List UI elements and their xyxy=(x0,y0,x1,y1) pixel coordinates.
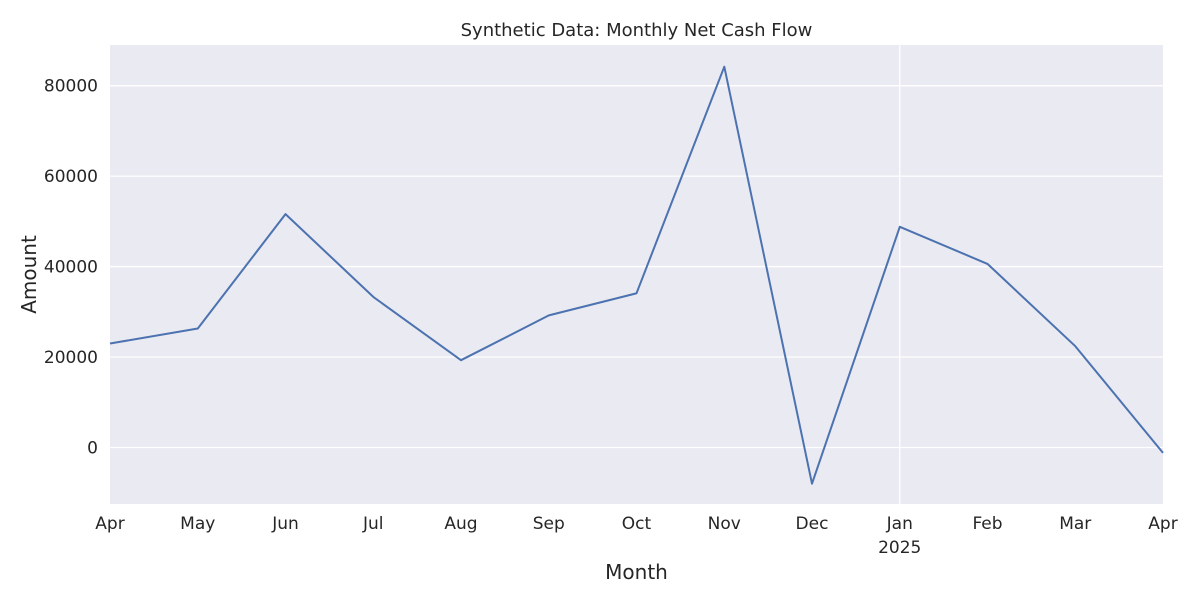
x-tick-label: Jul xyxy=(362,514,384,534)
y-tick-label: 60000 xyxy=(44,167,98,187)
y-axis-ticks: 0 20000 40000 60000 80000 xyxy=(44,77,98,459)
x-tick-label: Jun xyxy=(271,514,299,534)
x-tick-label: May xyxy=(180,514,215,534)
x-tick-label: Dec xyxy=(796,514,829,534)
grid-lines xyxy=(110,45,1163,504)
plot-area xyxy=(110,45,1163,504)
x-tick-label: Nov xyxy=(708,514,741,534)
series-group xyxy=(109,65,1164,485)
y-tick-label: 80000 xyxy=(44,77,98,97)
chart-title: Synthetic Data: Monthly Net Cash Flow xyxy=(461,20,813,41)
x-year-label: 2025 xyxy=(878,538,921,558)
y-tick-label: 40000 xyxy=(44,258,98,278)
x-tick-label: Apr xyxy=(1148,514,1177,534)
x-axis-ticks: Apr May Jun Jul Aug Sep Oct Nov Dec Jan Feb Mar Apr 2… xyxy=(95,514,1177,558)
series-line xyxy=(109,65,1164,485)
x-tick-label: Oct xyxy=(622,514,652,534)
x-tick-label: Mar xyxy=(1059,514,1091,534)
x-tick-label: Sep xyxy=(533,514,565,534)
x-tick-label: Aug xyxy=(444,514,477,534)
x-tick-label: Jan xyxy=(886,514,913,534)
y-axis-title: Amount xyxy=(17,235,41,314)
x-tick-label: Feb xyxy=(972,514,1002,534)
y-tick-label: 20000 xyxy=(44,348,98,368)
x-tick-label: Apr xyxy=(95,514,124,534)
x-axis-title: Month xyxy=(605,560,668,584)
y-tick-label: 0 xyxy=(87,438,98,458)
